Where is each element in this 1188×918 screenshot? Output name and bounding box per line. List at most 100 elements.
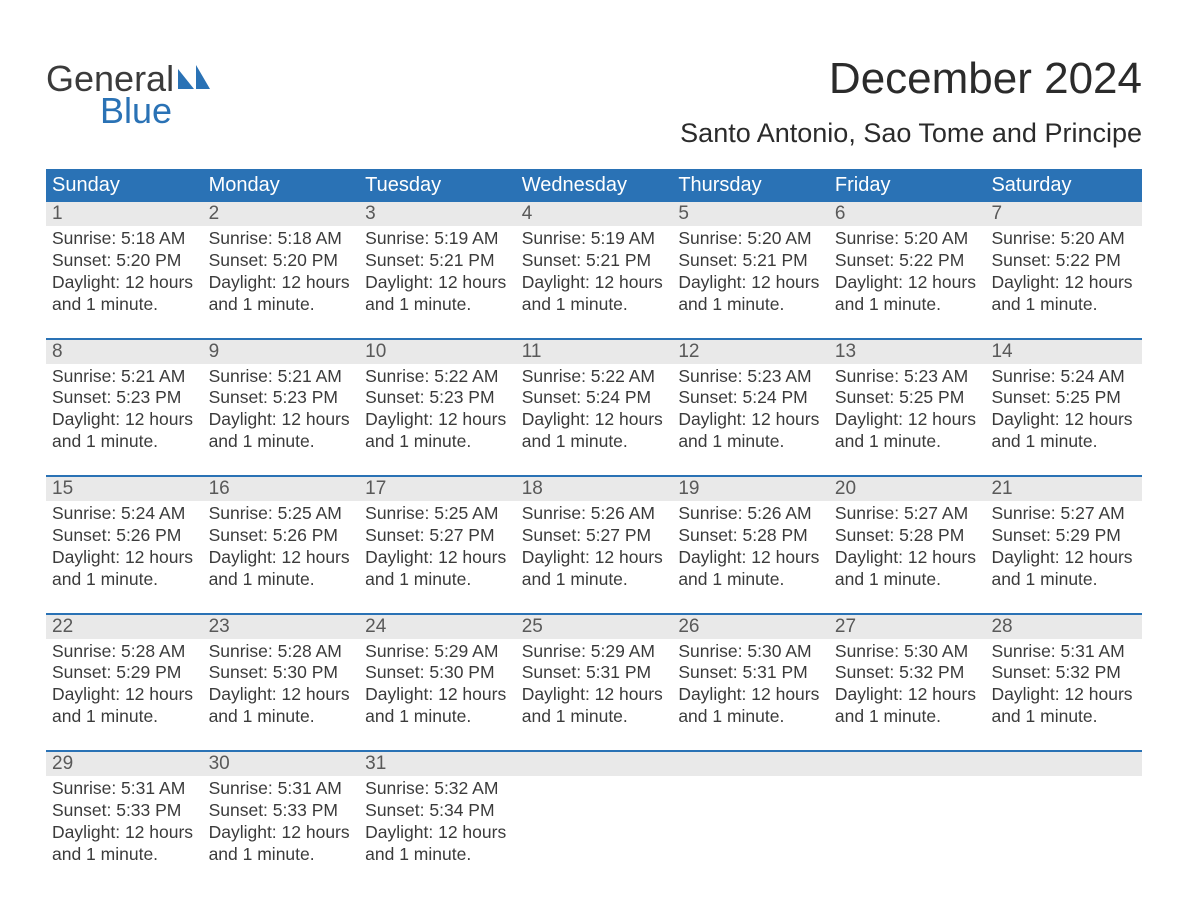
daylight-text-cont: and 1 minute. xyxy=(678,569,823,591)
weekday-header: Friday xyxy=(829,169,986,202)
day-cell: 17Sunrise: 5:25 AMSunset: 5:27 PMDayligh… xyxy=(359,477,516,591)
day-cell: 15Sunrise: 5:24 AMSunset: 5:26 PMDayligh… xyxy=(46,477,203,591)
daylight-text: Daylight: 12 hours xyxy=(52,272,197,294)
sunrise-text: Sunrise: 5:23 AM xyxy=(835,366,980,388)
day-body: Sunrise: 5:19 AMSunset: 5:21 PMDaylight:… xyxy=(516,226,673,316)
sunrise-text: Sunrise: 5:30 AM xyxy=(678,641,823,663)
day-cell: 16Sunrise: 5:25 AMSunset: 5:26 PMDayligh… xyxy=(203,477,360,591)
day-body: Sunrise: 5:30 AMSunset: 5:31 PMDaylight:… xyxy=(672,639,829,729)
sunset-text: Sunset: 5:28 PM xyxy=(835,525,980,547)
day-cell xyxy=(516,752,673,866)
daylight-text-cont: and 1 minute. xyxy=(52,844,197,866)
daylight-text-cont: and 1 minute. xyxy=(678,706,823,728)
day-body: Sunrise: 5:27 AMSunset: 5:28 PMDaylight:… xyxy=(829,501,986,591)
sunset-text: Sunset: 5:31 PM xyxy=(678,662,823,684)
daylight-text: Daylight: 12 hours xyxy=(365,684,510,706)
sunset-text: Sunset: 5:20 PM xyxy=(52,250,197,272)
day-body: Sunrise: 5:28 AMSunset: 5:29 PMDaylight:… xyxy=(46,639,203,729)
day-number xyxy=(985,752,1142,776)
day-cell: 25Sunrise: 5:29 AMSunset: 5:31 PMDayligh… xyxy=(516,615,673,729)
day-body: Sunrise: 5:22 AMSunset: 5:23 PMDaylight:… xyxy=(359,364,516,454)
day-number: 1 xyxy=(46,202,203,226)
sunrise-text: Sunrise: 5:32 AM xyxy=(365,778,510,800)
day-cell: 12Sunrise: 5:23 AMSunset: 5:24 PMDayligh… xyxy=(672,340,829,454)
day-number: 13 xyxy=(829,340,986,364)
day-cell: 8Sunrise: 5:21 AMSunset: 5:23 PMDaylight… xyxy=(46,340,203,454)
daylight-text: Daylight: 12 hours xyxy=(991,272,1136,294)
day-body: Sunrise: 5:21 AMSunset: 5:23 PMDaylight:… xyxy=(203,364,360,454)
daylight-text-cont: and 1 minute. xyxy=(52,706,197,728)
day-body: Sunrise: 5:24 AMSunset: 5:26 PMDaylight:… xyxy=(46,501,203,591)
sunrise-text: Sunrise: 5:28 AM xyxy=(209,641,354,663)
weekday-header: Wednesday xyxy=(516,169,673,202)
sunset-text: Sunset: 5:27 PM xyxy=(522,525,667,547)
day-cell: 6Sunrise: 5:20 AMSunset: 5:22 PMDaylight… xyxy=(829,202,986,316)
day-number: 18 xyxy=(516,477,673,501)
day-cell: 9Sunrise: 5:21 AMSunset: 5:23 PMDaylight… xyxy=(203,340,360,454)
week-row: 29Sunrise: 5:31 AMSunset: 5:33 PMDayligh… xyxy=(46,750,1142,866)
day-number: 15 xyxy=(46,477,203,501)
day-number: 25 xyxy=(516,615,673,639)
sunset-text: Sunset: 5:31 PM xyxy=(522,662,667,684)
daylight-text-cont: and 1 minute. xyxy=(52,569,197,591)
daylight-text: Daylight: 12 hours xyxy=(365,822,510,844)
sunrise-text: Sunrise: 5:31 AM xyxy=(209,778,354,800)
day-cell: 13Sunrise: 5:23 AMSunset: 5:25 PMDayligh… xyxy=(829,340,986,454)
daylight-text: Daylight: 12 hours xyxy=(209,684,354,706)
daylight-text-cont: and 1 minute. xyxy=(522,294,667,316)
day-body: Sunrise: 5:19 AMSunset: 5:21 PMDaylight:… xyxy=(359,226,516,316)
sunrise-text: Sunrise: 5:18 AM xyxy=(52,228,197,250)
weekday-header: Thursday xyxy=(672,169,829,202)
sunrise-text: Sunrise: 5:19 AM xyxy=(365,228,510,250)
day-number: 28 xyxy=(985,615,1142,639)
daylight-text-cont: and 1 minute. xyxy=(52,294,197,316)
daylight-text: Daylight: 12 hours xyxy=(52,409,197,431)
sunset-text: Sunset: 5:34 PM xyxy=(365,800,510,822)
day-cell xyxy=(985,752,1142,866)
day-cell: 26Sunrise: 5:30 AMSunset: 5:31 PMDayligh… xyxy=(672,615,829,729)
day-body: Sunrise: 5:26 AMSunset: 5:27 PMDaylight:… xyxy=(516,501,673,591)
daylight-text: Daylight: 12 hours xyxy=(52,822,197,844)
daylight-text-cont: and 1 minute. xyxy=(209,569,354,591)
sunset-text: Sunset: 5:32 PM xyxy=(835,662,980,684)
day-cell: 7Sunrise: 5:20 AMSunset: 5:22 PMDaylight… xyxy=(985,202,1142,316)
day-number xyxy=(829,752,986,776)
day-number: 26 xyxy=(672,615,829,639)
daylight-text-cont: and 1 minute. xyxy=(365,706,510,728)
day-body: Sunrise: 5:30 AMSunset: 5:32 PMDaylight:… xyxy=(829,639,986,729)
daylight-text-cont: and 1 minute. xyxy=(209,844,354,866)
daylight-text-cont: and 1 minute. xyxy=(365,431,510,453)
sunset-text: Sunset: 5:26 PM xyxy=(52,525,197,547)
day-body: Sunrise: 5:20 AMSunset: 5:22 PMDaylight:… xyxy=(829,226,986,316)
day-body: Sunrise: 5:22 AMSunset: 5:24 PMDaylight:… xyxy=(516,364,673,454)
day-number: 2 xyxy=(203,202,360,226)
day-body: Sunrise: 5:20 AMSunset: 5:22 PMDaylight:… xyxy=(985,226,1142,316)
sunset-text: Sunset: 5:30 PM xyxy=(365,662,510,684)
day-body: Sunrise: 5:25 AMSunset: 5:26 PMDaylight:… xyxy=(203,501,360,591)
day-body: Sunrise: 5:29 AMSunset: 5:31 PMDaylight:… xyxy=(516,639,673,729)
sunset-text: Sunset: 5:20 PM xyxy=(209,250,354,272)
sunset-text: Sunset: 5:22 PM xyxy=(991,250,1136,272)
sunset-text: Sunset: 5:25 PM xyxy=(991,387,1136,409)
day-cell: 11Sunrise: 5:22 AMSunset: 5:24 PMDayligh… xyxy=(516,340,673,454)
week-row: 1Sunrise: 5:18 AMSunset: 5:20 PMDaylight… xyxy=(46,202,1142,316)
weekday-header: Monday xyxy=(203,169,360,202)
sunset-text: Sunset: 5:29 PM xyxy=(991,525,1136,547)
sunrise-text: Sunrise: 5:30 AM xyxy=(835,641,980,663)
daylight-text-cont: and 1 minute. xyxy=(991,706,1136,728)
header-region: General Blue December 2024 Santo Antonio… xyxy=(46,40,1142,155)
day-cell: 14Sunrise: 5:24 AMSunset: 5:25 PMDayligh… xyxy=(985,340,1142,454)
daylight-text: Daylight: 12 hours xyxy=(678,409,823,431)
daylight-text-cont: and 1 minute. xyxy=(365,294,510,316)
sunrise-text: Sunrise: 5:28 AM xyxy=(52,641,197,663)
weekday-header: Sunday xyxy=(46,169,203,202)
location-subtitle: Santo Antonio, Sao Tome and Principe xyxy=(680,118,1142,149)
day-body: Sunrise: 5:31 AMSunset: 5:33 PMDaylight:… xyxy=(203,776,360,866)
sunset-text: Sunset: 5:27 PM xyxy=(365,525,510,547)
logo: General Blue xyxy=(46,40,210,132)
daylight-text-cont: and 1 minute. xyxy=(991,569,1136,591)
daylight-text-cont: and 1 minute. xyxy=(209,431,354,453)
week-row: 8Sunrise: 5:21 AMSunset: 5:23 PMDaylight… xyxy=(46,338,1142,454)
day-cell: 2Sunrise: 5:18 AMSunset: 5:20 PMDaylight… xyxy=(203,202,360,316)
daylight-text-cont: and 1 minute. xyxy=(522,569,667,591)
